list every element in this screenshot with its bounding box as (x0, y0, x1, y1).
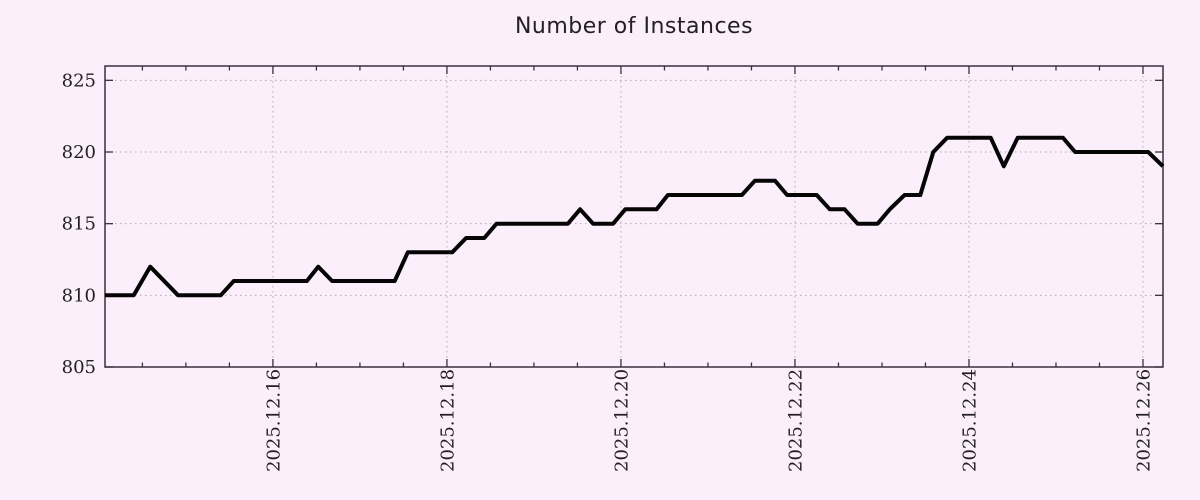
y-tick-label: 820 (62, 142, 96, 163)
y-tick-label: 805 (62, 357, 96, 378)
y-tick-label: 815 (62, 214, 96, 235)
y-tick-label: 810 (62, 285, 96, 306)
plot-border (104, 65, 1164, 368)
x-tick-label: 2025.12.22 (785, 369, 806, 472)
x-tick-label: 2025.12.24 (959, 369, 980, 472)
x-tick-label: 2025.12.20 (611, 369, 632, 472)
y-tick-label: 825 (62, 70, 96, 91)
x-tick-label: 2025.12.26 (1133, 369, 1154, 472)
x-tick-label: 2025.12.18 (437, 369, 458, 472)
data-line-number-of-instances (105, 135, 1165, 298)
x-tick-label: 2025.12.16 (263, 369, 284, 472)
chart-title: Number of Instances (514, 14, 754, 39)
